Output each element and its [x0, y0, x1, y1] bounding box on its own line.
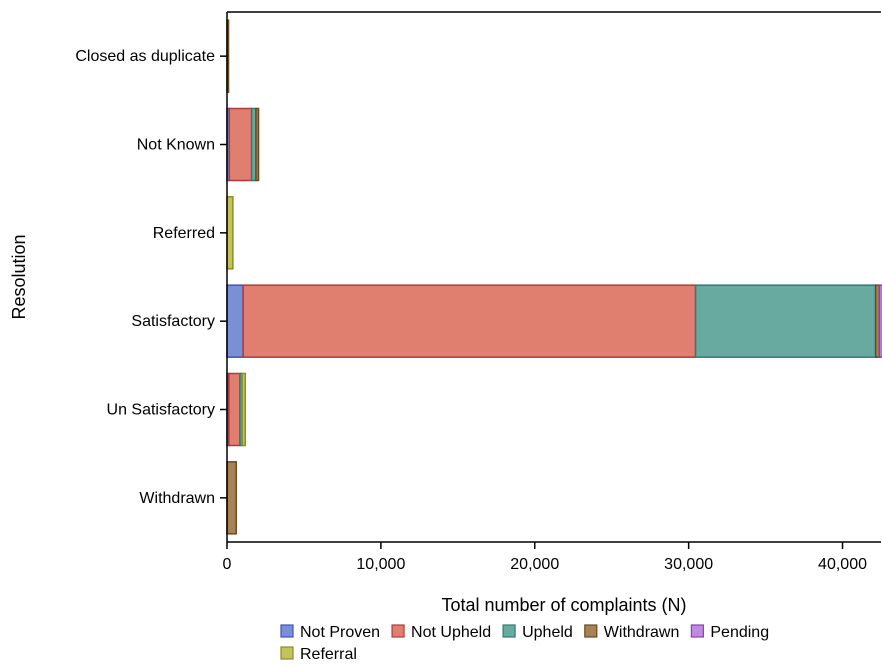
legend-item-referral: Referral — [280, 646, 357, 663]
axes-group: Closed as duplicate Not Known Referred Sati… — [75, 11, 881, 573]
legend-swatch-pending — [690, 624, 704, 638]
legend-swatch-upheld — [502, 624, 516, 638]
x-tick-label-4: 40,000 — [818, 556, 867, 573]
bar-satisfactory-pending — [878, 284, 882, 358]
bar-not-known-not-upheld — [228, 107, 253, 182]
y-tick-label-not-known: Not Known — [137, 137, 215, 154]
bar-not-known-withdrawn — [255, 107, 260, 182]
y-tick-label-referred: Referred — [153, 225, 215, 242]
legend-label-upheld: Upheld — [522, 624, 573, 641]
x-tick-label-1: 10,000 — [356, 556, 405, 573]
x-tick-label-0: 0 — [223, 556, 232, 573]
legend-item-withdrawn: Withdrawn — [584, 624, 680, 641]
bar-satisfactory-not-proven — [226, 284, 244, 358]
bars-group — [226, 19, 882, 535]
legend-swatch-withdrawn — [584, 624, 598, 638]
x-tick-label-2: 20,000 — [510, 556, 559, 573]
legend-label-not-upheld: Not Upheld — [411, 624, 491, 641]
legend: Not Proven Not Upheld Upheld Withdrawn Pendi… — [280, 624, 769, 663]
y-tick-label-satisfactory: Satisfactory — [131, 313, 215, 330]
legend-label-withdrawn: Withdrawn — [604, 624, 680, 641]
bar-withdrawn-withdrawn — [226, 461, 237, 535]
legend-label-referral: Referral — [300, 646, 357, 663]
bar-satisfactory-not-upheld — [242, 284, 697, 358]
bar-un-satisfactory-referral — [241, 372, 247, 447]
y-tick-label-withdrawn: Withdrawn — [139, 490, 215, 507]
legend-item-not-upheld: Not Upheld — [391, 624, 491, 641]
y-tick-label-un-satisfactory: Un Satisfactory — [107, 402, 215, 419]
legend-label-not-proven: Not Proven — [300, 624, 380, 641]
y-axis-title: Resolution — [9, 234, 29, 319]
bar-satisfactory-upheld — [694, 284, 877, 358]
x-tick-label-3: 30,000 — [664, 556, 713, 573]
legend-swatch-not-upheld — [391, 624, 405, 638]
legend-item-upheld: Upheld — [502, 624, 573, 641]
y-tick-label-closed-as-duplicate: Closed as duplicate — [75, 48, 215, 65]
legend-swatch-referral — [280, 646, 294, 660]
x-axis-title: Total number of complaints (N) — [441, 595, 686, 615]
legend-item-not-proven: Not Proven — [280, 624, 380, 641]
legend-label-pending: Pending — [710, 624, 769, 641]
legend-swatch-not-proven — [280, 624, 294, 638]
bar-referred-referral — [226, 196, 234, 270]
legend-item-pending: Pending — [690, 624, 769, 641]
bar-un-satisfactory-not-upheld — [228, 372, 241, 447]
